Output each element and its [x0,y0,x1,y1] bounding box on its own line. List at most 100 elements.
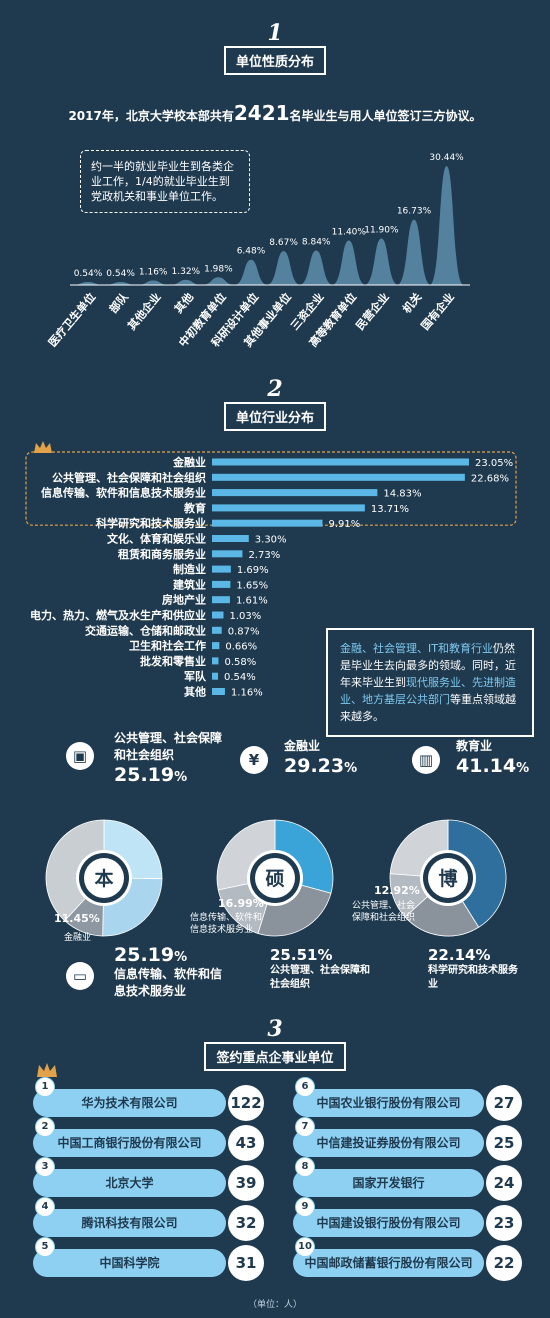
industry-bar-5 [212,535,249,542]
industry-value: 1.65% [236,580,268,591]
peak-2 [136,280,171,285]
pie-hole [255,858,295,898]
company-name: 中国农业银行股份有限公司 [293,1089,484,1117]
company-name: 中国科学院 [33,1249,226,1277]
ben-top-pct-suffix: % [174,770,188,785]
shuo-bottom-industry: 公共管理、社会保障和社会组织 [270,965,370,990]
shuo-top-pct: 29.23 [284,755,345,777]
peak-8 [331,240,366,285]
bo-top-pct: 41.14 [456,755,517,777]
company-count: 122 [228,1085,264,1121]
section-3-header: 3 签约重点企事业单位 [0,1018,550,1071]
company-row: 腾讯科技有限公司 4 32 [33,1197,276,1241]
company-count: 22 [486,1245,522,1281]
company-name: 北京大学 [33,1169,226,1197]
bo-bottom-industry: 科学研究和技术服务业 [428,965,518,990]
crown-icon [37,1063,57,1077]
company-count: 32 [228,1205,264,1241]
peak-category-label: 其他 [171,290,196,316]
industry-bar-3 [212,504,365,512]
shuo-small-pct: 16.99% [218,897,264,910]
intro-pre: 2017年，北京大学校本部共有 [68,109,234,123]
ben-top-label: ▣ 公共管理、社会保障和社会组织 25.19% [66,730,226,786]
industry-label: 文化、体育和娱乐业 [107,532,206,546]
company-name: 中国工商银行股份有限公司 [33,1129,226,1157]
peak-9 [364,238,399,285]
industry-label: 军队 [184,669,207,683]
peak-category-label: 民营企业 [353,290,392,333]
company-row: 中国工商银行股份有限公司 2 43 [33,1117,276,1161]
unit-note: （单位：人） [247,1300,302,1310]
company-count: 23 [486,1205,522,1241]
intro-text: 2017年，北京大学校本部共有2421名毕业生与用人单位签订三方协议。 [0,101,550,125]
industry-bar-4 [212,519,323,527]
industry-bar-14 [212,672,219,680]
company-rank: 4 [35,1197,55,1217]
money-bag-icon: ¥ [240,746,268,774]
company-rank: 6 [295,1077,315,1097]
pie-hole [84,858,124,898]
company-row: 北京大学 3 39 [33,1157,276,1201]
industry-bar-10 [212,611,224,619]
callout-industry-text-1: 仍然是毕业生去向最多的领域。同时，近年来毕业生到 [340,642,516,689]
industry-label: 制造业 [173,562,206,576]
ben-small-label: 金融业 [64,933,92,943]
industry-label: 房地产业 [162,593,206,607]
peak-4 [201,277,236,285]
industry-label: 其他 [184,685,206,699]
industry-label: 公共管理、社会保障和社会组织 [52,470,206,484]
monitor-icon: ▭ [66,962,94,990]
bo-small-label: 公共管理、社会保障和社会组织 [352,901,416,923]
book-icon: ▥ [412,746,440,774]
peak-7 [299,250,334,285]
company-count: 43 [228,1125,264,1161]
industry-value: 1.16% [231,688,263,699]
industry-bar-11 [212,626,222,634]
peak-10 [397,219,431,285]
company-count: 24 [486,1165,522,1201]
bo-top-industry: 教育业 [456,739,493,753]
company-rank: 3 [35,1157,55,1177]
ben-top-industry: 公共管理、社会保障和社会组织 [114,731,223,762]
pie-slice [404,877,480,937]
section-title: 单位行业分布 [223,402,326,431]
industry-value: 14.83% [383,489,421,500]
intro-number: 2421 [233,101,290,125]
industry-bar-9 [212,596,230,604]
company-row: 中国建设银行股份有限公司 9 23 [293,1197,534,1241]
ben-bottom-industry: 信息传输、软件和信息技术服务业 [114,967,223,998]
peak-value-label: 6.48% [237,247,266,257]
crown-icon [34,441,52,453]
industry-value: 9.91% [328,519,360,530]
callout-industry: 金融、社会管理、IT和教育行业仍然是毕业生去向最多的领域。同时，近年来毕业生到现… [326,628,534,737]
company-rank: 2 [35,1117,55,1137]
company-row: 中国农业银行股份有限公司 6 27 [293,1077,534,1121]
section-title: 单位性质分布 [223,46,326,75]
peak-5 [234,259,268,285]
industry-label: 租赁和商务服务业 [118,547,206,561]
industry-value: 0.58% [224,657,256,668]
shuo-top-industry: 金融业 [284,739,321,753]
peak-category-label: 国有企业 [418,290,457,333]
peak-3 [168,279,203,285]
industry-label: 交通运输、仓储和邮政业 [85,623,206,637]
industry-bar-8 [212,580,231,588]
industry-bar-2 [212,489,378,497]
industry-bar-7 [212,565,231,573]
shuo-bottom-label: 25.51% 公共管理、社会保障和社会组织 [270,946,370,992]
intro-post: 名毕业生与用人单位签订三方协议。 [289,109,482,123]
company-count: 39 [228,1165,264,1201]
unit-nature-chart: 0.54%医疗卫生单位0.54%部队1.16%其他企业1.32%其他1.98%中… [45,153,470,349]
industry-label: 电力、热力、燃气及水生产和供应业 [30,608,206,622]
company-count: 31 [228,1245,264,1281]
peak-category-label: 机关 [399,290,424,316]
peak-value-label: 0.54% [74,269,103,279]
bo-top-pct-suffix: % [516,761,530,776]
industry-bar-15 [212,688,225,695]
industry-value: 0.66% [225,642,257,653]
industry-label: 批发和零售业 [140,654,206,668]
industry-bar-1 [212,473,465,481]
ben-top-pct: 25.19 [114,764,175,786]
industry-bar-0 [212,458,469,466]
peak-value-label: 16.73% [397,207,432,217]
